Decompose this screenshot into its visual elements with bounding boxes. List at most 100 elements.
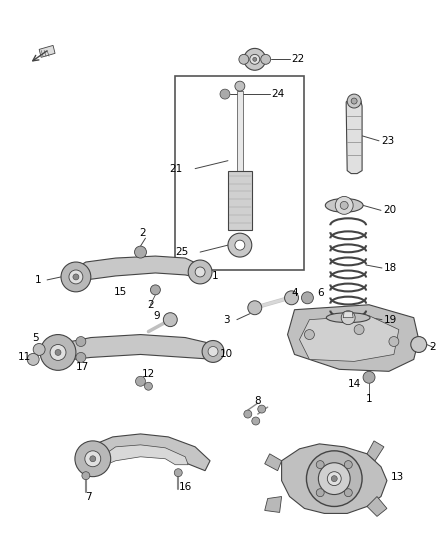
Circle shape xyxy=(351,98,357,104)
Circle shape xyxy=(347,94,361,108)
Polygon shape xyxy=(106,445,188,465)
Ellipse shape xyxy=(325,198,363,212)
Circle shape xyxy=(188,260,212,284)
Circle shape xyxy=(145,382,152,390)
Bar xyxy=(175,76,304,270)
Circle shape xyxy=(150,285,160,295)
Circle shape xyxy=(40,335,76,370)
Circle shape xyxy=(304,329,314,340)
Circle shape xyxy=(174,469,182,477)
Circle shape xyxy=(316,489,324,497)
Polygon shape xyxy=(89,434,210,471)
Circle shape xyxy=(340,201,348,209)
Text: 2: 2 xyxy=(429,343,436,352)
Circle shape xyxy=(33,343,45,356)
Circle shape xyxy=(344,461,352,469)
Polygon shape xyxy=(300,316,399,361)
Circle shape xyxy=(220,89,230,99)
Circle shape xyxy=(316,461,324,469)
Text: 16: 16 xyxy=(179,482,192,491)
Circle shape xyxy=(250,54,260,64)
Circle shape xyxy=(363,372,375,383)
Text: 14: 14 xyxy=(347,379,361,389)
Text: 20: 20 xyxy=(383,205,396,215)
Circle shape xyxy=(90,456,96,462)
Text: 3: 3 xyxy=(223,314,230,325)
Circle shape xyxy=(331,475,337,482)
Circle shape xyxy=(301,292,314,304)
Text: 25: 25 xyxy=(175,247,188,257)
Circle shape xyxy=(341,311,355,325)
Circle shape xyxy=(252,417,260,425)
Polygon shape xyxy=(237,91,243,171)
Text: 2: 2 xyxy=(139,228,146,238)
Text: 1: 1 xyxy=(35,275,41,285)
Text: 21: 21 xyxy=(169,164,182,174)
Circle shape xyxy=(258,405,266,413)
Circle shape xyxy=(76,336,86,346)
Circle shape xyxy=(318,463,350,495)
Text: 23: 23 xyxy=(381,136,394,146)
Text: 13: 13 xyxy=(391,472,404,482)
Circle shape xyxy=(76,352,86,362)
Text: 1: 1 xyxy=(212,271,219,281)
Text: 24: 24 xyxy=(272,89,285,99)
Circle shape xyxy=(261,54,271,64)
Circle shape xyxy=(239,54,249,64)
Polygon shape xyxy=(367,441,384,461)
Polygon shape xyxy=(282,444,387,513)
Polygon shape xyxy=(73,256,200,285)
Text: 15: 15 xyxy=(114,287,127,297)
Text: 17: 17 xyxy=(76,362,89,373)
Text: 6: 6 xyxy=(318,288,324,298)
Circle shape xyxy=(248,301,262,314)
Circle shape xyxy=(202,341,224,362)
Circle shape xyxy=(411,336,427,352)
Polygon shape xyxy=(265,497,282,512)
Circle shape xyxy=(344,489,352,497)
Polygon shape xyxy=(288,305,419,372)
Circle shape xyxy=(208,346,218,357)
Circle shape xyxy=(335,197,353,214)
Polygon shape xyxy=(265,454,282,471)
Circle shape xyxy=(85,451,101,467)
Polygon shape xyxy=(367,497,387,516)
Circle shape xyxy=(389,336,399,346)
Circle shape xyxy=(163,313,177,327)
Text: 19: 19 xyxy=(384,314,397,325)
Polygon shape xyxy=(228,171,252,230)
Circle shape xyxy=(134,246,146,258)
Polygon shape xyxy=(343,312,353,318)
Circle shape xyxy=(235,240,245,250)
Circle shape xyxy=(50,344,66,360)
Circle shape xyxy=(244,410,252,418)
Circle shape xyxy=(327,472,341,486)
Text: 1: 1 xyxy=(366,394,372,404)
Polygon shape xyxy=(56,335,215,361)
Text: 7: 7 xyxy=(85,491,92,502)
Text: 11: 11 xyxy=(18,352,31,362)
Circle shape xyxy=(244,49,266,70)
Circle shape xyxy=(235,81,245,91)
Circle shape xyxy=(69,270,83,284)
Circle shape xyxy=(253,58,257,61)
Polygon shape xyxy=(39,45,55,58)
Circle shape xyxy=(135,376,145,386)
Circle shape xyxy=(61,262,91,292)
Text: 22: 22 xyxy=(292,54,305,64)
Circle shape xyxy=(55,350,61,356)
Text: 4: 4 xyxy=(291,288,298,298)
Text: 2: 2 xyxy=(147,300,154,310)
Text: 12: 12 xyxy=(142,369,155,379)
Text: 8: 8 xyxy=(254,396,261,406)
Polygon shape xyxy=(346,101,362,174)
Text: 9: 9 xyxy=(154,311,160,321)
Circle shape xyxy=(82,472,90,480)
Circle shape xyxy=(195,267,205,277)
Circle shape xyxy=(307,451,362,506)
Circle shape xyxy=(75,441,111,477)
Circle shape xyxy=(73,274,79,280)
Text: 18: 18 xyxy=(384,263,397,273)
Circle shape xyxy=(27,353,39,365)
Ellipse shape xyxy=(326,313,370,322)
